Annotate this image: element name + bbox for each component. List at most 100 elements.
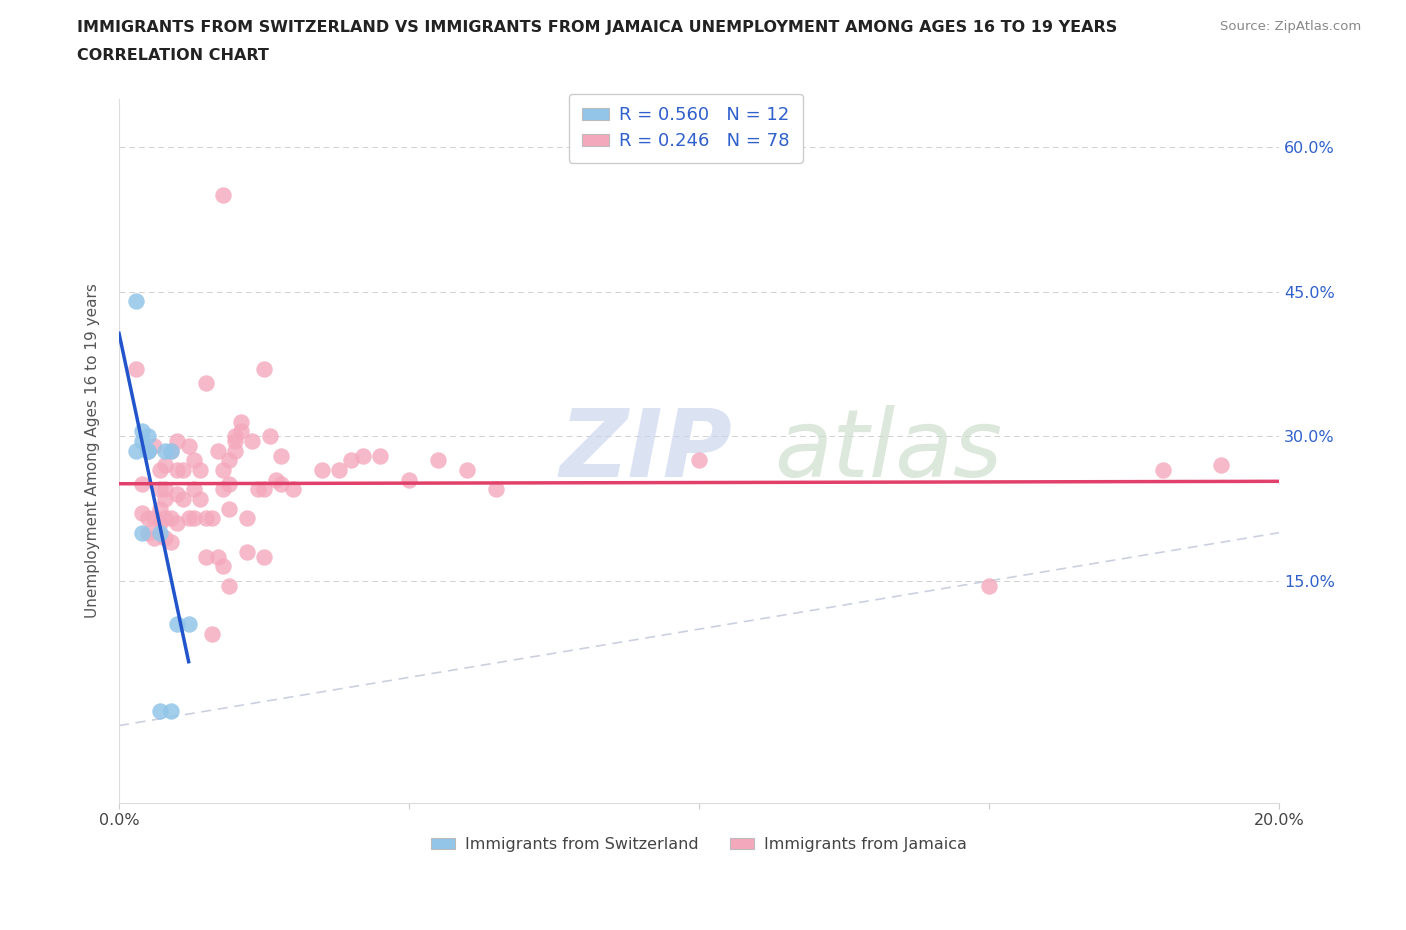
Point [183,511,205,525]
Point [195,511,218,525]
Point [149,482,172,497]
Point [149,501,172,516]
Point [136,444,159,458]
Point [311,462,333,477]
Point [155,511,177,525]
Point [142,530,165,545]
Point [177,438,200,453]
Point [485,482,508,497]
Point [218,578,240,593]
Point [195,376,218,391]
Point [207,550,229,565]
Point [188,491,211,506]
Text: ZIP: ZIP [560,405,733,497]
Point [149,525,172,540]
Point [201,511,224,525]
Point [259,429,281,444]
Point [131,433,153,448]
Point [977,578,1000,593]
Point [166,433,188,448]
Point [368,448,391,463]
Point [160,535,183,550]
Point [253,482,276,497]
Point [218,477,240,492]
Point [218,453,240,468]
Point [149,462,172,477]
Point [160,444,183,458]
Point [160,444,183,458]
Y-axis label: Unemployment Among Ages 16 to 19 years: Unemployment Among Ages 16 to 19 years [86,284,100,618]
Point [207,444,229,458]
Point [155,530,177,545]
Point [136,429,159,444]
Point [136,525,159,540]
Point [125,294,148,309]
Point [456,462,478,477]
Point [1209,458,1232,472]
Point [125,361,148,376]
Point [224,429,246,444]
Point [149,515,172,530]
Point [328,462,350,477]
Point [142,438,165,453]
Text: Source: ZipAtlas.com: Source: ZipAtlas.com [1220,20,1361,33]
Point [1152,462,1174,477]
Point [155,482,177,497]
Point [160,704,183,719]
Point [183,453,205,468]
Point [212,462,235,477]
Point [177,617,200,631]
Point [253,550,276,565]
Point [155,491,177,506]
Point [172,462,194,477]
Point [270,448,292,463]
Point [136,511,159,525]
Point [229,424,252,439]
Point [281,482,304,497]
Point [212,188,235,203]
Point [155,444,177,458]
Point [131,525,153,540]
Point [166,617,188,631]
Point [340,453,363,468]
Point [224,444,246,458]
Point [235,545,257,560]
Point [224,433,246,448]
Point [131,477,153,492]
Point [160,511,183,525]
Point [201,627,224,642]
Point [247,482,270,497]
Point [270,477,292,492]
Point [166,515,188,530]
Point [264,472,287,487]
Point [136,444,159,458]
Point [142,511,165,525]
Point [218,501,240,516]
Point [688,453,710,468]
Point [188,462,211,477]
Point [131,424,153,439]
Point [229,415,252,430]
Point [253,361,276,376]
Text: CORRELATION CHART: CORRELATION CHART [77,48,269,63]
Legend: Immigrants from Switzerland, Immigrants from Jamaica: Immigrants from Switzerland, Immigrants … [425,830,973,858]
Point [125,444,148,458]
Point [195,550,218,565]
Point [352,448,374,463]
Point [166,486,188,501]
Point [427,453,450,468]
Point [136,444,159,458]
Point [155,458,177,472]
Point [172,491,194,506]
Point [398,472,420,487]
Point [131,506,153,521]
Point [166,462,188,477]
Point [212,559,235,574]
Text: IMMIGRANTS FROM SWITZERLAND VS IMMIGRANTS FROM JAMAICA UNEMPLOYMENT AMONG AGES 1: IMMIGRANTS FROM SWITZERLAND VS IMMIGRANT… [77,20,1118,35]
Point [212,482,235,497]
Point [149,704,172,719]
Point [177,511,200,525]
Text: atlas: atlas [775,405,1002,497]
Point [235,511,257,525]
Point [242,433,264,448]
